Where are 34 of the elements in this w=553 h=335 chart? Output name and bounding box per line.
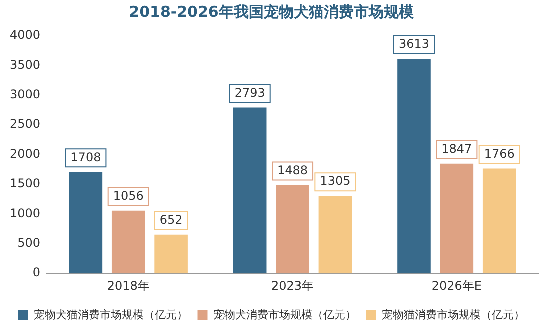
y-tick-label: 1000 bbox=[10, 206, 41, 220]
legend-label: 宠物猫消费市场规模（亿元） bbox=[382, 308, 525, 322]
legend-label: 宠物犬猫消费市场规模（亿元） bbox=[34, 308, 188, 322]
x-tick-label: 2023年 bbox=[271, 278, 314, 293]
data-label: 1708 bbox=[70, 150, 102, 164]
bar bbox=[318, 196, 352, 274]
data-label: 1847 bbox=[442, 142, 472, 156]
data-label: 652 bbox=[160, 212, 183, 227]
data-label: 1305 bbox=[320, 174, 351, 188]
x-tick-label: 2018年 bbox=[107, 278, 150, 293]
bar bbox=[398, 58, 431, 274]
bar bbox=[276, 185, 310, 274]
bar bbox=[69, 172, 103, 274]
y-tick-label: 2500 bbox=[10, 117, 41, 132]
y-tick-label: 500 bbox=[18, 236, 41, 250]
bar bbox=[482, 168, 516, 274]
data-label: 1766 bbox=[484, 146, 515, 161]
x-tick-label: 2026年E bbox=[432, 278, 482, 293]
y-tick-label: 3000 bbox=[10, 88, 41, 102]
y-tick-label: 3500 bbox=[10, 58, 41, 72]
data-label: 1488 bbox=[277, 163, 308, 178]
data-label: 2793 bbox=[234, 86, 266, 100]
chart-title: 2018-2026年我国宠物犬猫消费市场规模 bbox=[129, 2, 415, 21]
data-label: 3613 bbox=[398, 37, 430, 52]
bar bbox=[112, 210, 146, 274]
bar bbox=[233, 108, 267, 274]
legend-label: 宠物犬消费市场规模（亿元） bbox=[213, 308, 356, 322]
y-tick-label: 0 bbox=[32, 266, 41, 280]
data-label: 1056 bbox=[113, 189, 144, 203]
bar bbox=[440, 164, 474, 274]
bar bbox=[154, 234, 188, 274]
y-tick-label: 2000 bbox=[10, 146, 41, 161]
y-tick-label: 1500 bbox=[10, 176, 41, 191]
y-tick-label: 4000 bbox=[10, 28, 41, 42]
